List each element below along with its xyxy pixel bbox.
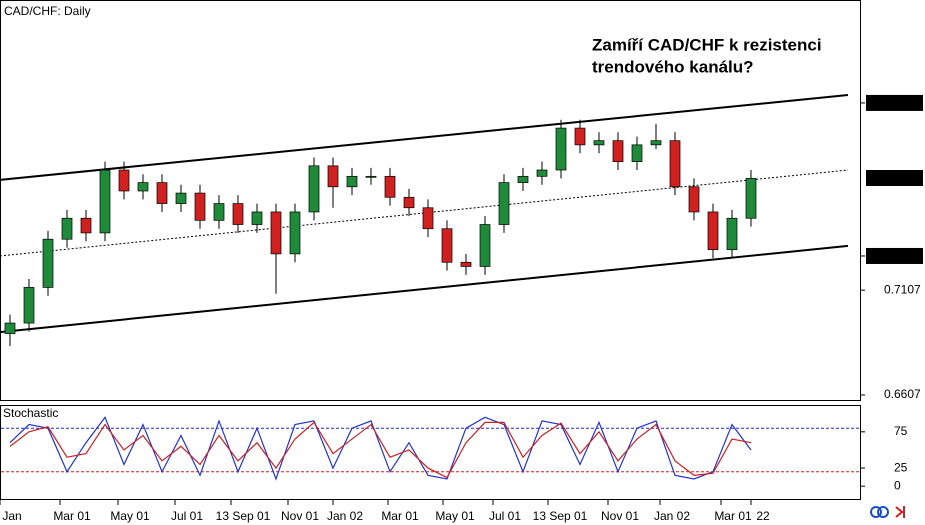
candle-body	[688, 186, 700, 213]
x-tick-label: Mar 01	[381, 509, 419, 523]
candle-body	[517, 175, 529, 183]
x-tick-label: Jan 02	[654, 509, 690, 523]
candle-body	[745, 178, 757, 219]
y-tick-label: 0.6607	[884, 387, 921, 401]
candle-body	[631, 144, 643, 162]
x-tick-label: 13 Sep 01	[216, 509, 271, 523]
candle-body	[460, 261, 472, 267]
trendline	[0, 93, 849, 181]
annotation: Zamíří CAD/CHF k rezistenci	[592, 35, 822, 54]
x-tick-label: Mar 01	[714, 509, 752, 523]
y-tick-label: 0.7107	[884, 282, 921, 296]
candle-body	[498, 182, 510, 225]
candle-body	[80, 217, 92, 234]
candle-body	[4, 322, 16, 334]
candle-body	[536, 169, 548, 177]
chart-title: CAD/CHF: Daily	[4, 4, 91, 18]
candle-body	[137, 182, 149, 192]
candle-body	[346, 175, 358, 188]
candle-body	[175, 192, 187, 204]
stochastic-line	[9, 421, 752, 479]
candle-body	[251, 211, 263, 225]
y-tick-label: 0	[894, 478, 901, 492]
stochastic-pane	[0, 405, 861, 500]
icon[interactable]	[870, 506, 882, 518]
x-tick-label: Jan 02	[327, 509, 363, 523]
candle-body	[422, 207, 434, 230]
x-tick-label: Nov 01	[601, 509, 639, 523]
candle-body	[289, 211, 301, 255]
price-box	[866, 94, 923, 111]
candle-body	[555, 127, 567, 171]
icon[interactable]	[877, 506, 889, 518]
price-box	[866, 247, 923, 264]
candle-body	[707, 211, 719, 251]
candle-body	[403, 196, 415, 209]
candle-body	[308, 165, 320, 213]
annotation: trendového kanálu?	[592, 57, 754, 76]
candle-body	[42, 238, 54, 288]
x-tick-label: 22	[756, 509, 770, 523]
x-tick-label: Jan	[2, 509, 21, 523]
candle-body	[574, 127, 586, 146]
price-pane	[0, 0, 861, 401]
candle-body	[441, 228, 453, 263]
candle-body	[156, 182, 168, 204]
candle-body	[479, 224, 491, 267]
candle-body	[194, 192, 206, 221]
candle-body	[213, 203, 225, 221]
y-tick-label: 0.8000	[884, 95, 921, 109]
x-tick-label: Jul 01	[171, 509, 203, 523]
candle-body	[593, 140, 605, 146]
candle-body	[365, 175, 377, 178]
x-tick-label: May 01	[110, 509, 150, 523]
x-tick-label: May 01	[435, 509, 475, 523]
candle-body	[669, 140, 681, 188]
y-tick-label: 75	[894, 424, 908, 438]
last-price-label: 0.7642	[884, 170, 921, 184]
x-tick-label: Mar 01	[53, 509, 91, 523]
x-tick-label: Jul 01	[489, 509, 521, 523]
candle-body	[118, 169, 130, 192]
candle-body	[61, 217, 73, 240]
candle-body	[384, 175, 396, 198]
candle-body	[726, 217, 738, 251]
candle-body	[232, 203, 244, 225]
x-tick-label: 13 Sep 01	[533, 509, 588, 523]
candle-body	[99, 169, 111, 234]
candle-body	[612, 140, 624, 162]
icon[interactable]	[895, 506, 905, 518]
y-tick-label: 25	[894, 460, 908, 474]
x-tick-label: Nov 01	[281, 509, 319, 523]
indicator-label: Stochastic	[3, 406, 58, 420]
candle-body	[650, 140, 662, 146]
indicator-label-bg	[1, 406, 59, 420]
candle-body	[23, 287, 35, 324]
last-price-box	[866, 169, 923, 186]
stochastic-line	[9, 416, 752, 481]
candle-body	[270, 211, 282, 255]
y-tick-label: 0.7270	[884, 248, 921, 262]
trendline	[0, 244, 849, 334]
toolbar-icons[interactable]	[870, 506, 905, 518]
candle-body	[327, 165, 339, 188]
